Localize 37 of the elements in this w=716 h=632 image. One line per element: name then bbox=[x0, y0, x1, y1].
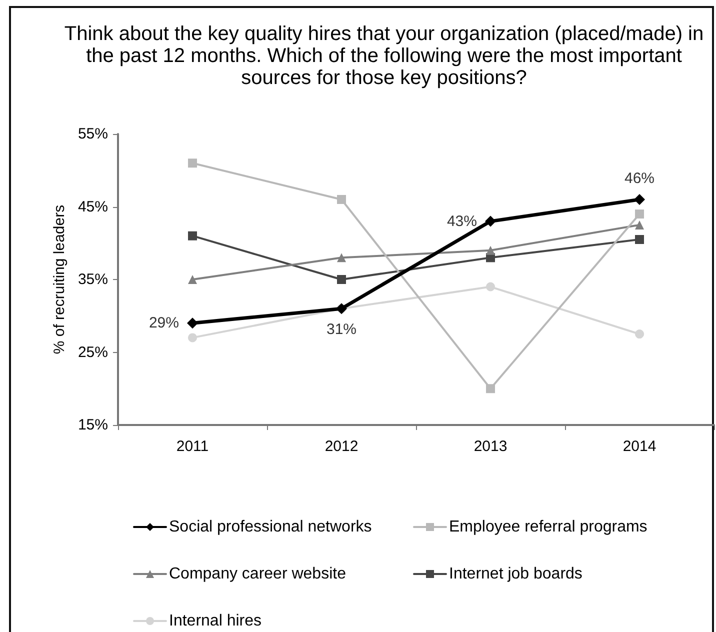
point bbox=[337, 194, 346, 204]
data-label: 31% bbox=[326, 321, 357, 338]
point bbox=[337, 275, 346, 284]
y-tick-label: 25% bbox=[78, 344, 108, 361]
data-label: 43% bbox=[446, 212, 477, 230]
y-tick-label: 35% bbox=[78, 271, 108, 288]
x-tick-label: 2011 bbox=[176, 438, 209, 455]
legend-label: Company career website bbox=[169, 566, 346, 582]
point bbox=[187, 318, 198, 329]
point bbox=[486, 246, 495, 255]
y-tick-label: 55% bbox=[78, 126, 108, 142]
point bbox=[188, 333, 197, 342]
point bbox=[635, 220, 644, 230]
x-tick-label: 2013 bbox=[474, 438, 508, 455]
x-tick-label: 2014 bbox=[622, 438, 656, 455]
point bbox=[188, 275, 197, 284]
point bbox=[635, 210, 644, 219]
y-axis-title: % of recruiting leaders bbox=[51, 204, 68, 354]
point bbox=[486, 282, 495, 292]
legend-label: Internal hires bbox=[169, 612, 262, 630]
legend-label: Internet job boards bbox=[449, 566, 582, 582]
y-tick-label: 15% bbox=[78, 416, 108, 434]
data-label: 29% bbox=[148, 314, 179, 332]
x-tick-label: 2012 bbox=[324, 438, 358, 455]
point bbox=[634, 194, 645, 205]
point bbox=[337, 253, 346, 262]
point bbox=[635, 234, 644, 244]
point bbox=[486, 384, 495, 394]
y-tick-label: 45% bbox=[78, 198, 108, 216]
legend-label: Social professional networks bbox=[169, 518, 372, 536]
point bbox=[188, 231, 197, 240]
point bbox=[485, 216, 496, 227]
data-label: 46% bbox=[624, 170, 655, 187]
legend-label: Employee referral programs bbox=[449, 518, 648, 536]
point bbox=[188, 158, 197, 168]
chart-title: Think about the key quality hires that your organization (placed/made) in the past 12 months. Which of the following were the most important sources for those key positions? bbox=[64, 23, 704, 89]
point bbox=[635, 330, 644, 339]
